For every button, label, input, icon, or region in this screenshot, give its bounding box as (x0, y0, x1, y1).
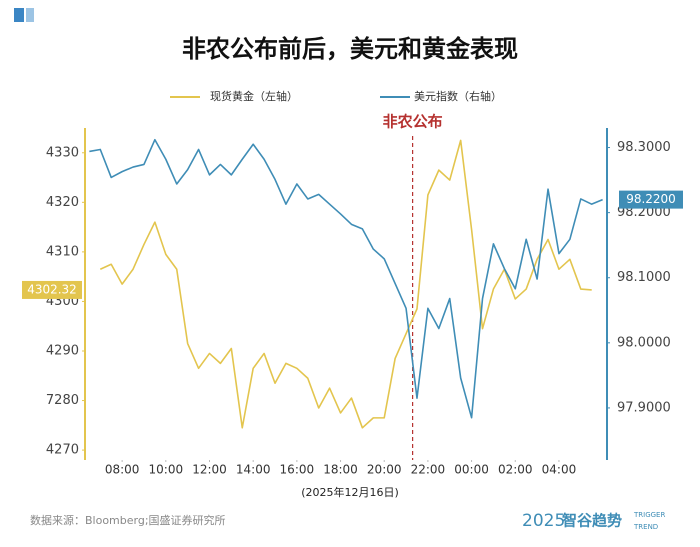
value-callout (22, 280, 82, 299)
x-tick-label: 12:00 (192, 463, 227, 477)
y-tick-label: 4320 (46, 195, 79, 210)
x-tick-label: 04:00 (542, 463, 577, 477)
x-axis-label: (2025年12月16日) (301, 485, 399, 499)
legend-label: 美元指数（右轴） (414, 89, 502, 103)
x-tick-label: 22:00 (411, 463, 446, 477)
y2-tick-label: 98.2000 (617, 205, 671, 220)
brand-en: TRIGGER (633, 511, 665, 519)
brand-name: 智谷趋势 (562, 512, 622, 530)
series-line (99, 139, 592, 429)
y2-tick-label: 98.3000 (617, 140, 671, 155)
y2-tick-label: 98.1000 (617, 270, 671, 285)
corner-icon (26, 8, 34, 22)
value-label: 98.2200 (626, 192, 676, 206)
x-tick-label: 08:00 (105, 463, 140, 477)
value-label: 4302.32 (27, 282, 77, 296)
y-tick-label: 4270 (46, 443, 79, 458)
y-tick-label: 4290 (46, 343, 79, 358)
y2-tick-label: 97.9000 (617, 400, 671, 415)
x-tick-label: 18:00 (323, 463, 358, 477)
x-tick-label: 00:00 (454, 463, 489, 477)
legend-label: 现货黄金（左轴） (210, 89, 298, 103)
y-tick-label: 7280 (46, 393, 79, 408)
y-tick-label: 4310 (46, 244, 79, 259)
source: 数据来源：Bloomberg;国盛证券研究所 (30, 513, 226, 527)
annotation-label: 非农公布 (383, 113, 443, 131)
corner-icon (14, 8, 24, 22)
y2-tick-label: 98.0000 (617, 335, 671, 350)
x-tick-label: 10:00 (149, 463, 184, 477)
value-callout (619, 190, 683, 209)
x-tick-label: 16:00 (280, 463, 315, 477)
y-tick-label: 4330 (46, 145, 79, 160)
chart-title: 非农公布前后，美元和黄金表现 (182, 35, 518, 63)
x-tick-label: 20:00 (367, 463, 402, 477)
x-tick-label: 02:00 (498, 463, 533, 477)
brand-en: TREND (633, 523, 658, 531)
brand-year: 2025 (522, 511, 565, 531)
x-tick-label: 14:00 (236, 463, 271, 477)
series-line (89, 138, 603, 419)
